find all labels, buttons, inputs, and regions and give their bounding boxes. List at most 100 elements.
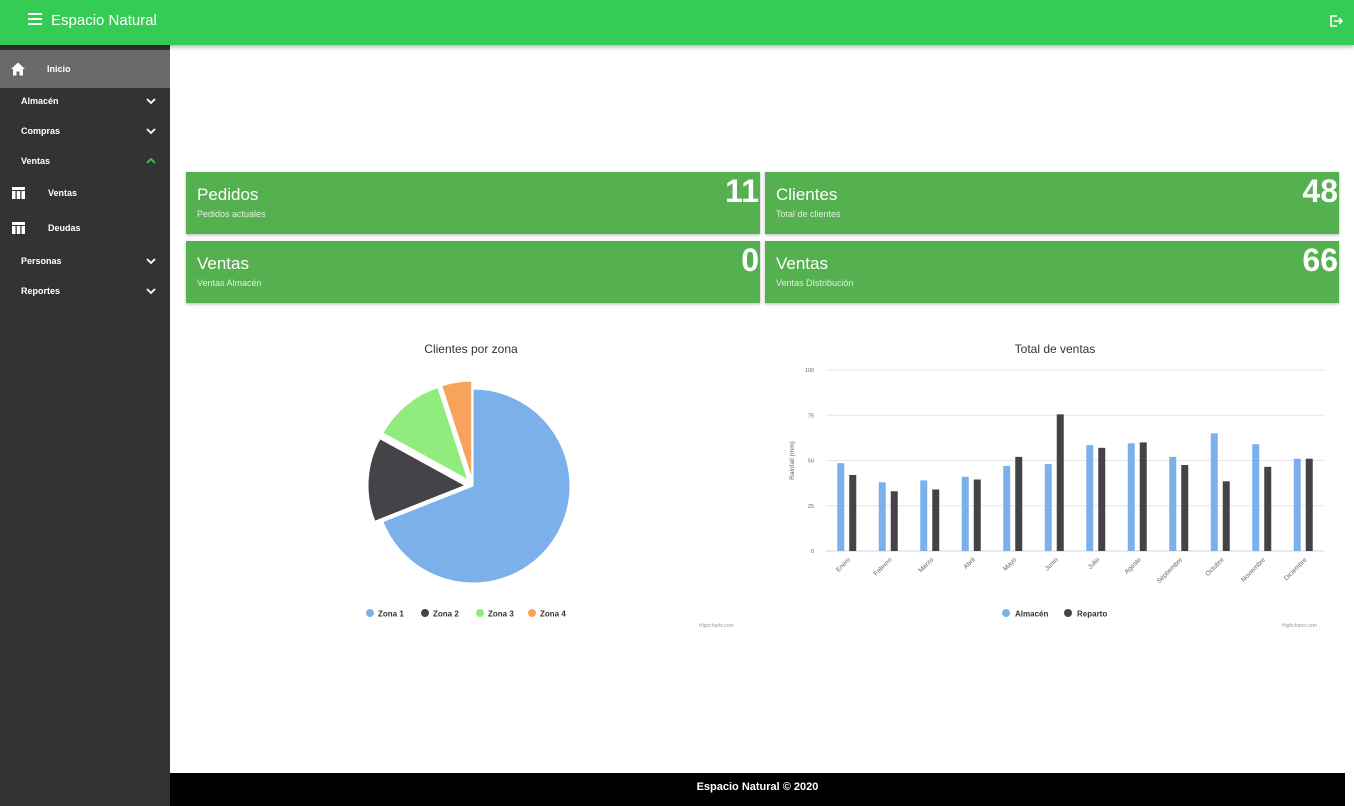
sidebar: Inicio Almacén Compras Ventas Ventas Deu…	[0, 45, 170, 806]
card-subtitle: Total de clientes	[776, 209, 841, 219]
card-subtitle: Ventas Almacén	[197, 278, 262, 288]
bar[interactable]	[1169, 456, 1177, 551]
legend-marker	[476, 609, 484, 617]
pie-legend-item[interactable]: Zona 2	[421, 609, 459, 619]
table-icon	[12, 187, 25, 199]
bar[interactable]	[961, 476, 969, 551]
sidebar-item-compras[interactable]: Compras	[0, 115, 170, 147]
legend-label: Zona 4	[540, 610, 566, 619]
bar[interactable]	[1181, 465, 1189, 551]
sidebar-item-inicio[interactable]: Inicio	[0, 50, 170, 88]
bar[interactable]	[1264, 466, 1272, 551]
legend-marker	[1064, 609, 1072, 617]
chevron-down-icon	[146, 258, 156, 265]
x-tick-label: Diciembre	[1283, 556, 1309, 582]
bar-chart: 0 25 50 75 100 Rainfall (mm) Enero Febrero Marzo…	[789, 368, 1324, 619]
y-tick-label: 100	[805, 368, 814, 374]
legend-marker	[366, 609, 374, 617]
sidebar-item-almacen[interactable]: Almacén	[0, 85, 170, 117]
card-title: Ventas	[776, 254, 828, 273]
bar[interactable]	[1127, 443, 1135, 551]
card-value: 0	[741, 242, 759, 278]
bar[interactable]	[973, 479, 981, 551]
x-tick-label: Junio	[1044, 556, 1060, 572]
sidebar-item-reportes[interactable]: Reportes	[0, 275, 170, 307]
x-tick-label: Marzo	[917, 556, 935, 574]
legend-label: Zona 2	[433, 610, 459, 619]
chevron-down-icon	[146, 98, 156, 105]
bar[interactable]	[1044, 464, 1052, 551]
home-icon	[11, 62, 25, 76]
bar[interactable]	[849, 474, 857, 551]
app-title: Espacio Natural	[51, 12, 157, 29]
legend-marker	[528, 609, 536, 617]
card-clientes[interactable]: Clientes Total de clientes 48	[765, 172, 1339, 234]
sidebar-item-label: Ventas	[21, 156, 51, 166]
pie-slice[interactable]	[382, 388, 571, 584]
bar[interactable]	[890, 491, 898, 551]
card-title: Pedidos	[197, 185, 259, 204]
sidebar-item-label: Almacén	[21, 96, 59, 106]
sidebar-subitem-ventas[interactable]: Ventas	[0, 177, 170, 209]
footer: Espacio Natural © 2020	[170, 773, 1345, 806]
logout-icon[interactable]	[1328, 13, 1344, 29]
bar[interactable]	[1086, 445, 1094, 551]
legend-label: Almacén	[1015, 610, 1048, 619]
card-ventas-distribucion[interactable]: Ventas Ventas DIstribución 66	[765, 241, 1339, 303]
bar[interactable]	[1056, 414, 1064, 551]
y-tick-label: 0	[811, 549, 814, 555]
bar-chart-title: Total de ventas	[1014, 342, 1096, 356]
bar[interactable]	[920, 480, 928, 551]
bar[interactable]	[1003, 465, 1011, 551]
pie-legend-item[interactable]: Zona 3	[476, 609, 514, 619]
y-tick-label: 25	[808, 504, 814, 510]
pie-slice[interactable]	[367, 438, 467, 522]
sidebar-item-label: Personas	[21, 256, 62, 266]
sidebar-subitem-deudas[interactable]: Deudas	[0, 212, 170, 244]
x-tick-label: Julio	[1087, 556, 1102, 571]
pie-chart-credits[interactable]: Highcharts.com	[699, 623, 734, 629]
bar[interactable]	[1305, 458, 1313, 551]
bar[interactable]	[1098, 447, 1106, 551]
card-pedidos[interactable]: Pedidos Pedidos actuales 11	[186, 172, 760, 234]
bar[interactable]	[1293, 458, 1301, 551]
x-tick-label: Noviembre	[1240, 556, 1267, 583]
x-tick-label: Agosto	[1123, 556, 1143, 576]
y-axis-label: Rainfall (mm)	[789, 441, 796, 480]
bar[interactable]	[1252, 444, 1260, 551]
bar-chart-credits[interactable]: Highcharts.com	[1282, 623, 1317, 629]
sidebar-item-label: Ventas	[48, 188, 78, 198]
card-title: Ventas	[197, 254, 249, 273]
bar[interactable]	[1222, 481, 1230, 551]
bar[interactable]	[932, 489, 940, 551]
pie-legend-item[interactable]: Zona 4	[528, 609, 566, 619]
chevron-down-icon	[146, 288, 156, 295]
y-tick-label: 50	[808, 459, 814, 465]
sidebar-item-ventas-group[interactable]: Ventas	[0, 145, 170, 177]
bar[interactable]	[837, 463, 845, 551]
legend-marker	[421, 609, 429, 617]
bar[interactable]	[1139, 442, 1147, 551]
card-ventas-almacen[interactable]: Ventas Ventas Almacén 0	[186, 241, 760, 303]
bar[interactable]	[1015, 456, 1023, 551]
bar-legend-item[interactable]: Almacén	[1002, 609, 1048, 619]
table-icon	[12, 222, 25, 234]
sidebar-item-personas[interactable]: Personas	[0, 245, 170, 277]
pie-slice[interactable]	[382, 386, 469, 481]
x-tick-label: Septiembre	[1156, 556, 1185, 585]
pie-chart: Zona 1 Zona 2 Zona 3 Zona 4	[366, 380, 571, 619]
legend-label: Zona 1	[378, 610, 404, 619]
x-tick-label: Octubre	[1204, 556, 1226, 578]
sidebar-item-label: Compras	[21, 126, 61, 136]
bar[interactable]	[1210, 433, 1218, 551]
chevron-up-icon	[146, 157, 156, 164]
menu-icon[interactable]	[28, 13, 43, 25]
sidebar-item-label: Deudas	[48, 223, 81, 233]
x-tick-label: Abril	[963, 556, 978, 571]
x-tick-label: Mayo	[1002, 556, 1018, 572]
pie-legend-item[interactable]: Zona 1	[366, 609, 404, 619]
sidebar-item-label: Reportes	[21, 286, 61, 296]
bar-legend-item[interactable]: Reparto	[1064, 609, 1107, 619]
pie-slice[interactable]	[441, 380, 473, 479]
bar[interactable]	[878, 482, 886, 551]
